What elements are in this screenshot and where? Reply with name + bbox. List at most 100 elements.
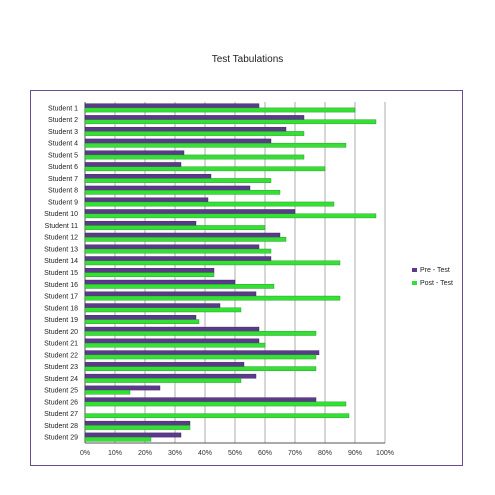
post-test-bar <box>84 189 281 195</box>
post-test-bar <box>84 331 317 336</box>
post-test-bar <box>84 272 215 277</box>
pre-test-bar <box>84 115 305 120</box>
y-category-label: Student 27 <box>44 411 78 418</box>
x-tick-label: 20% <box>138 450 152 457</box>
chart-title: Test Tabulations <box>211 54 284 65</box>
y-category-label: Student 10 <box>44 211 78 218</box>
post-test-bar <box>84 119 377 125</box>
legend-post-test-label: Post - Test <box>420 280 453 287</box>
pre-test-bar <box>84 244 260 250</box>
x-tick-label: 70% <box>288 450 302 457</box>
pre-test-bar <box>84 150 185 156</box>
y-category-label: Student 2 <box>48 117 78 124</box>
post-test-bar <box>84 284 275 289</box>
pre-test-bar <box>84 232 281 238</box>
y-category-label: Student 4 <box>48 141 78 148</box>
pre-test-bar <box>84 397 317 403</box>
pre-test-bar <box>84 385 161 391</box>
post-test-bar <box>84 131 305 136</box>
y-category-label: Student 19 <box>44 317 78 324</box>
post-test-bar <box>84 413 350 419</box>
pre-test-bar <box>84 420 191 426</box>
post-test-bar <box>84 295 341 301</box>
pre-test-bar <box>84 326 260 332</box>
y-category-label: Student 3 <box>48 129 78 136</box>
post-test-bar <box>84 342 266 348</box>
post-test-bar <box>84 307 242 313</box>
y-category-label: Student 23 <box>44 364 78 371</box>
y-category-label: Student 15 <box>44 270 78 277</box>
x-tick-label: 0% <box>80 450 90 457</box>
x-tick-label: 50% <box>228 450 242 457</box>
y-category-label: Student 18 <box>44 305 78 312</box>
x-tick-label: 80% <box>318 450 332 457</box>
x-tick-label: 100% <box>376 450 394 457</box>
post-test-bar <box>84 401 347 407</box>
y-category-label: Student 12 <box>44 235 78 242</box>
y-category-label: Student 6 <box>48 164 78 171</box>
y-category-label: Student 11 <box>45 223 78 230</box>
post-test-bar <box>84 354 317 360</box>
y-category-label: Student 13 <box>44 246 78 253</box>
pre-test-bar <box>84 197 209 203</box>
pre-test-bar <box>84 338 260 344</box>
x-tick-label: 90% <box>348 450 362 457</box>
y-category-label: Student 5 <box>48 152 78 159</box>
y-category-label: Student 1 <box>48 105 78 112</box>
pre-test-bar <box>84 256 272 261</box>
x-tick-label: 10% <box>108 450 122 457</box>
x-tick-label: 30% <box>168 450 182 457</box>
pre-test-bar <box>84 268 215 273</box>
pre-test-bar <box>84 126 287 132</box>
pre-test-bar <box>84 279 236 285</box>
post-test-bar <box>84 260 341 266</box>
y-category-label: Student 8 <box>48 188 78 195</box>
pre-test-bar <box>84 185 251 191</box>
y-category-label: Student 26 <box>44 399 78 406</box>
legend-pre-test-label: Pre - Test <box>420 267 450 274</box>
pre-test-bar <box>84 103 260 109</box>
pre-test-bar <box>84 350 320 356</box>
pre-test-bar <box>84 209 296 214</box>
post-test-bar <box>84 201 335 207</box>
x-tick-label: 40% <box>198 450 212 457</box>
y-category-label: Student 14 <box>44 258 78 265</box>
post-test-bar <box>84 107 356 113</box>
pre-test-bar <box>84 221 197 226</box>
post-test-bar <box>84 378 242 383</box>
y-category-label: Student 9 <box>48 199 78 206</box>
pre-test-bar <box>84 291 257 297</box>
post-test-bar <box>84 166 326 172</box>
y-category-label: Student 7 <box>48 176 78 183</box>
pre-test-bar <box>84 173 212 179</box>
pre-test-bar <box>84 362 245 367</box>
post-test-bar <box>84 178 272 183</box>
post-test-bar <box>84 436 152 442</box>
post-test-bar <box>84 248 272 254</box>
y-category-label: Student 21 <box>44 341 78 348</box>
post-test-bar <box>84 213 377 219</box>
y-category-label: Student 28 <box>44 423 78 430</box>
y-category-label: Student 17 <box>44 294 78 301</box>
y-category-label: Student 16 <box>44 282 78 289</box>
post-test-bar <box>84 366 317 372</box>
pre-test-bar <box>84 138 272 144</box>
legend-pre-test-swatch <box>412 268 417 272</box>
post-test-bar <box>84 319 200 324</box>
pre-test-bar <box>84 303 221 308</box>
pre-test-bar <box>84 162 182 167</box>
y-category-label: Student 22 <box>44 352 78 359</box>
post-test-bar <box>84 425 191 430</box>
chart-frame <box>30 90 463 466</box>
y-category-label: Student 25 <box>44 388 78 395</box>
y-category-label: Student 29 <box>44 435 78 442</box>
post-test-bar <box>84 142 347 148</box>
post-test-bar <box>84 237 287 242</box>
post-test-bar <box>84 389 131 395</box>
post-test-bar <box>84 225 266 230</box>
post-test-bar <box>84 154 305 160</box>
pre-test-bar <box>84 373 257 379</box>
y-category-label: Student 24 <box>44 376 78 383</box>
y-category-label: Student 20 <box>44 329 78 336</box>
pre-test-bar <box>84 432 182 438</box>
